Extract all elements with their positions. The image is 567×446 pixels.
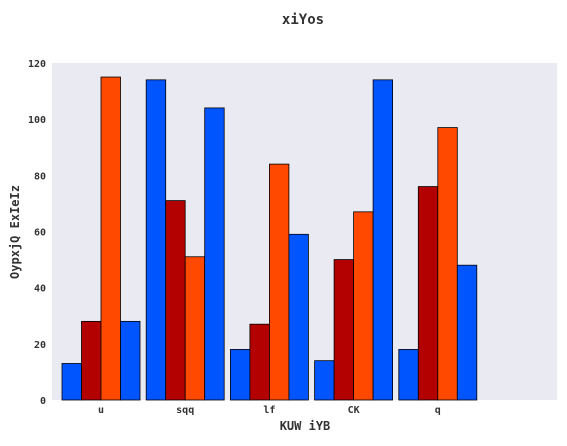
bar (437, 127, 458, 401)
x-tick-label: u (98, 405, 104, 416)
bar (333, 259, 355, 401)
y-axis-label: OypxjQ ExIeIz (8, 185, 22, 279)
x-tick-label: lf (263, 405, 275, 416)
x-tick-label: sqq (176, 405, 194, 416)
bar (184, 256, 206, 401)
bar (249, 323, 270, 401)
y-axis-ticks: 0 20 40 60 80 100 120 (28, 59, 46, 407)
bar (100, 76, 121, 401)
chart-title: xiYos (282, 12, 324, 28)
y-tick-label: 0 (40, 396, 46, 407)
x-tick-label: q (435, 405, 441, 416)
y-tick-label: 20 (34, 340, 46, 351)
x-axis-ticks: u sqq lf CK q (98, 405, 441, 416)
bar (81, 320, 102, 401)
bar (288, 233, 309, 401)
x-axis-label: KUW iYB (280, 419, 331, 433)
y-tick-label: 60 (34, 228, 46, 239)
bar (398, 349, 419, 401)
bar (145, 79, 167, 401)
x-tick-label: CK (348, 405, 360, 416)
y-tick-label: 100 (28, 115, 46, 126)
y-tick-label: 40 (34, 284, 46, 295)
bar (229, 349, 251, 401)
bar (372, 79, 394, 401)
bar (268, 163, 290, 401)
bar (353, 211, 374, 401)
bar (314, 360, 335, 401)
y-tick-label: 80 (34, 171, 46, 182)
y-tick-label: 120 (28, 59, 46, 70)
bar (165, 200, 186, 401)
bar (417, 186, 439, 401)
bar (61, 363, 82, 401)
bar (120, 320, 141, 401)
bars-group (61, 76, 478, 401)
bar (456, 264, 478, 401)
bar (204, 107, 225, 401)
